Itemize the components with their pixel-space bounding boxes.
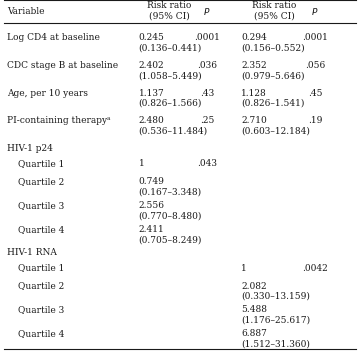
Text: 2.082
(0.330–13.159): 2.082 (0.330–13.159) — [241, 282, 310, 301]
Text: Variable: Variable — [7, 7, 45, 16]
Text: .0001: .0001 — [302, 33, 328, 42]
Text: Quartile 4: Quartile 4 — [18, 225, 64, 234]
Text: 6.887
(1.512–31.360): 6.887 (1.512–31.360) — [241, 329, 310, 348]
Text: .0001: .0001 — [194, 33, 220, 42]
Text: 0.749
(0.167–3.348): 0.749 (0.167–3.348) — [139, 177, 202, 197]
Text: Age, per 10 years: Age, per 10 years — [7, 89, 88, 98]
Text: HIV-1 RNA: HIV-1 RNA — [7, 248, 57, 257]
Text: 1.137
(0.826–1.566): 1.137 (0.826–1.566) — [139, 89, 202, 108]
Text: .0042: .0042 — [302, 264, 328, 273]
Text: 5.488
(1.176–25.617): 5.488 (1.176–25.617) — [241, 305, 310, 325]
Text: 2.411
(0.705–8.249): 2.411 (0.705–8.249) — [139, 225, 202, 244]
Text: 2.352
(0.979–5.646): 2.352 (0.979–5.646) — [241, 61, 305, 80]
Text: $P$: $P$ — [203, 6, 211, 17]
Text: .43: .43 — [200, 89, 214, 98]
Text: Risk ratio
(95% CI): Risk ratio (95% CI) — [147, 1, 192, 21]
Text: 2.402
(1.058–5.449): 2.402 (1.058–5.449) — [139, 61, 202, 80]
Text: 1: 1 — [139, 159, 144, 168]
Text: Quartile 2: Quartile 2 — [18, 282, 64, 291]
Text: $P$: $P$ — [311, 6, 319, 17]
Text: Quartile 3: Quartile 3 — [18, 305, 64, 314]
Text: .056: .056 — [305, 61, 325, 70]
Text: Risk ratio
(95% CI): Risk ratio (95% CI) — [252, 1, 297, 21]
Text: 1.128
(0.826–1.541): 1.128 (0.826–1.541) — [241, 89, 305, 108]
Text: Quartile 2: Quartile 2 — [18, 177, 64, 186]
Text: CDC stage B at baseline: CDC stage B at baseline — [7, 61, 118, 70]
Text: HIV-1 p24: HIV-1 p24 — [7, 144, 53, 153]
Text: 2.556
(0.770–8.480): 2.556 (0.770–8.480) — [139, 201, 202, 220]
Text: .036: .036 — [197, 61, 217, 70]
Text: Quartile 1: Quartile 1 — [18, 159, 64, 168]
Text: 0.294
(0.156–0.552): 0.294 (0.156–0.552) — [241, 33, 305, 53]
Text: 1: 1 — [241, 264, 247, 273]
Text: Quartile 3: Quartile 3 — [18, 201, 64, 210]
Text: PI-containing therapyᵃ: PI-containing therapyᵃ — [7, 116, 111, 125]
Text: .19: .19 — [308, 116, 322, 125]
Text: 2.710
(0.603–12.184): 2.710 (0.603–12.184) — [241, 116, 310, 136]
Text: 2.480
(0.536–11.484): 2.480 (0.536–11.484) — [139, 116, 208, 136]
Text: Quartile 1: Quartile 1 — [18, 264, 64, 273]
Text: Quartile 4: Quartile 4 — [18, 329, 64, 338]
Text: .25: .25 — [200, 116, 214, 125]
Text: .043: .043 — [197, 159, 217, 168]
Text: 0.245
(0.136–0.441): 0.245 (0.136–0.441) — [139, 33, 202, 53]
Text: Log CD4 at baseline: Log CD4 at baseline — [7, 33, 100, 42]
Text: .45: .45 — [308, 89, 322, 98]
